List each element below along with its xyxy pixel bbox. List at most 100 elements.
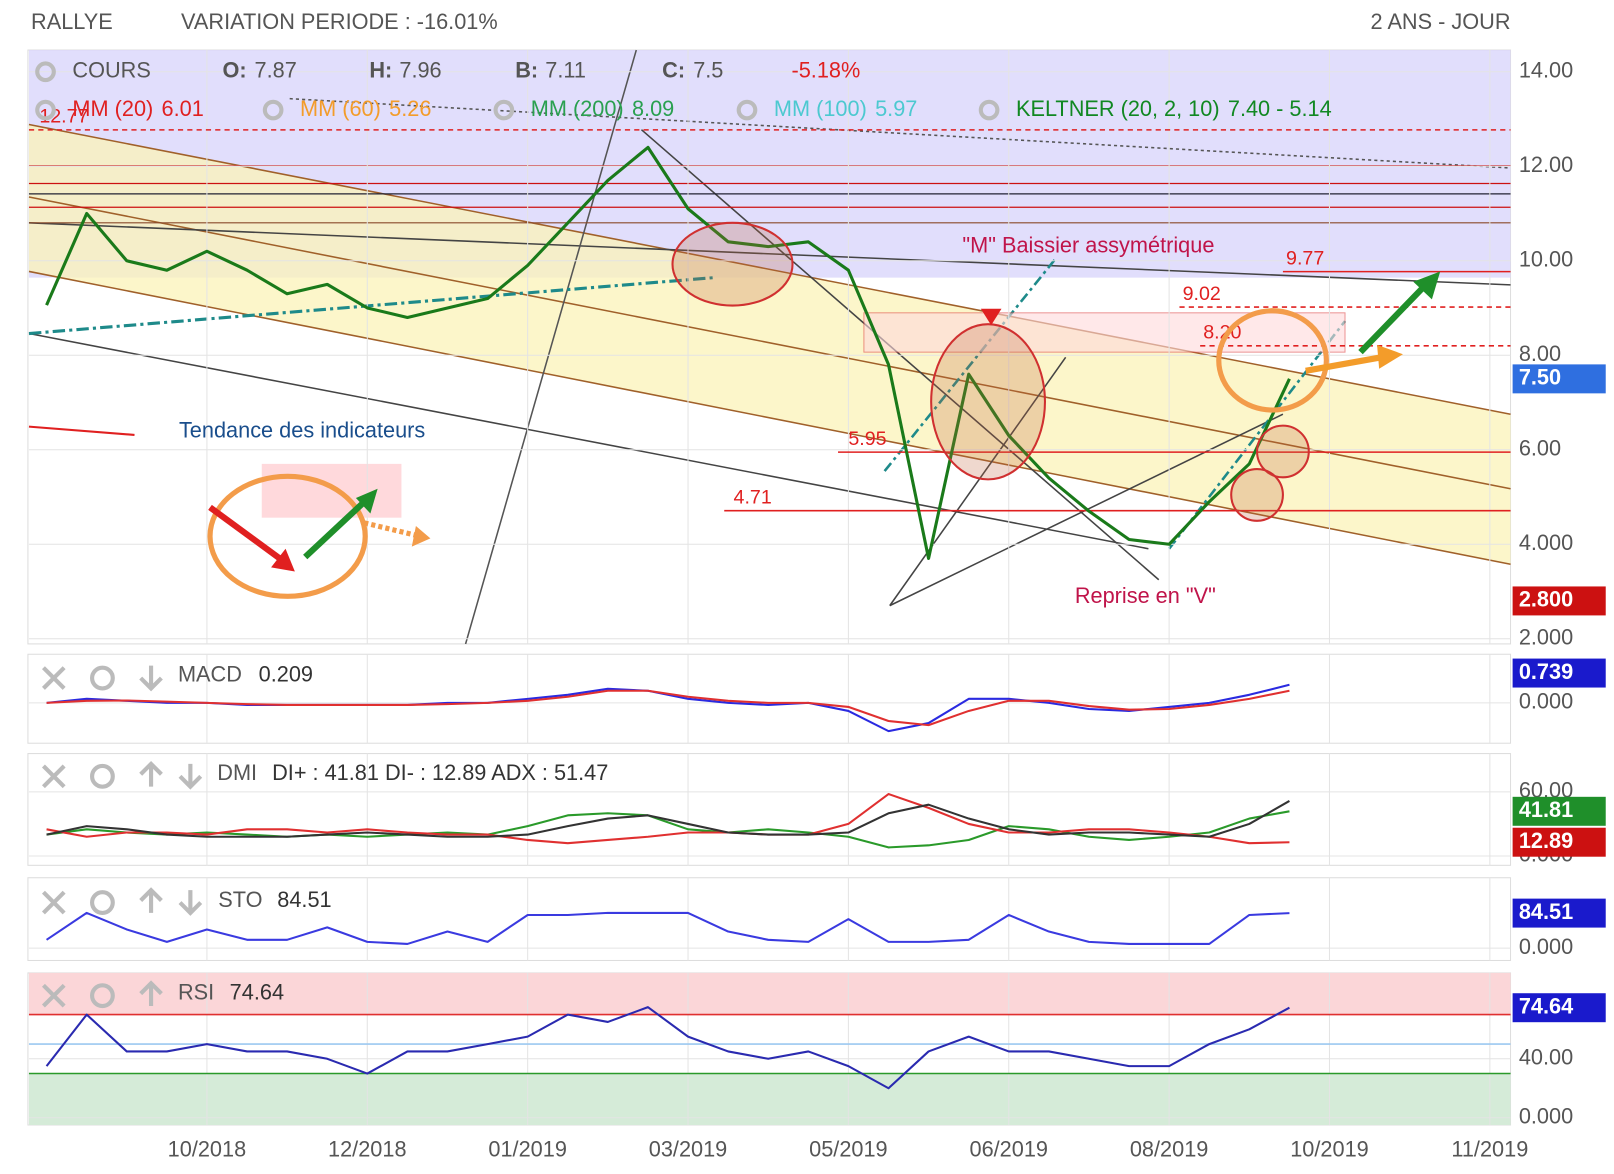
panel-title: DMI [217,760,257,785]
gear-icon[interactable] [90,665,115,691]
symbol: RALLYE [31,9,113,34]
data-layer: 14.00 12.00 10.00 8.00 6.00 4.000 2.000 12.77 9.… [28,50,1606,1162]
arrow-head [1377,344,1403,369]
gear-icon[interactable] [35,61,56,83]
arrow [1358,285,1425,355]
trend-line [28,276,715,336]
indicator-value: 6.01 [162,96,204,121]
ohlc-key: C: [662,57,685,82]
indicator-name: KELTNER (20, 2, 10) [1016,96,1220,121]
indicator-value: 7.40 - 5.14 [1228,96,1332,121]
highlight [1256,424,1310,479]
y-tick-label: 4.000 [1519,530,1573,555]
up-icon[interactable] [139,760,163,787]
x-tick-label: 08/2019 [1130,1137,1209,1162]
dmi-panel [27,753,1512,866]
legend-zone [261,463,402,518]
x-tick-label: 11/2019 [1451,1137,1528,1162]
panel-value: 74.64 [230,979,284,1004]
y-tick-label: 6.00 [1519,435,1561,460]
close-icon[interactable] [41,983,66,1008]
change: -5.18% [791,57,860,82]
y-tick-label: 0.000 [1519,934,1573,959]
y-tick-label: 14.00 [1519,57,1573,82]
sto-header: STO 84.51 [41,887,332,916]
value-badge-label: 12.89 [1519,828,1573,853]
arrow [208,504,290,567]
gear-icon[interactable] [978,99,1000,121]
gear-icon[interactable] [736,99,758,121]
legend-line [28,425,135,436]
macd-header: MACD 0.209 [41,662,313,692]
legend-label: COURS [72,57,150,82]
ohlc-value: 7.11 [545,57,586,82]
panel-title: MACD [178,662,242,687]
value-badge [1512,827,1606,857]
annotation: Reprise en "V" [1075,583,1216,608]
gear-icon[interactable] [90,890,115,915]
x-tick-label: 03/2019 [649,1137,728,1162]
ohlc-value: 7.87 [255,57,297,82]
value-badge-label: 2.800 [1519,587,1573,612]
arrow [303,496,370,560]
annotation: Tendance des indicateurs [179,418,425,443]
highlight [1230,468,1284,522]
x-tick-label: 01/2019 [488,1137,567,1162]
series-line [46,800,1290,838]
gear-icon[interactable] [262,99,284,121]
panel-value: 0.209 [259,662,313,687]
level-label: 5.95 [848,428,886,450]
value-badge-label: 0.739 [1519,659,1573,684]
up-icon[interactable] [139,887,163,913]
close-icon[interactable] [41,890,66,915]
series-line [46,810,1290,849]
indicator-value: 8.09 [632,96,674,121]
channel-line [28,123,1511,415]
highlight [671,221,794,307]
close-icon[interactable] [41,666,66,690]
level-label: 12.77 [39,106,88,128]
trend-line [464,49,638,645]
gear-icon[interactable] [90,983,115,1009]
rsi-header: RSI 74.64 [41,979,284,1009]
x-tick-label: 10/2019 [1290,1137,1369,1162]
indicator-value: 5.26 [389,96,431,121]
y-tick-label: 0.000 [1519,689,1573,714]
value-badge-label: 7.50 [1519,365,1561,390]
x-tick-label: 05/2019 [809,1137,888,1162]
indicator-name: MM (20) [72,96,153,121]
value-badge [1512,658,1606,688]
gear-icon[interactable] [35,99,56,121]
y-tick-label: 10.00 [1519,246,1573,271]
up-icon[interactable] [139,980,163,1007]
value-badge-label: 41.81 [1519,797,1573,822]
legend-circle [207,473,368,599]
gear-icon[interactable] [493,99,515,121]
y-tick-label: 0.000 [1519,1103,1573,1128]
down-icon[interactable] [178,890,203,916]
series-line [45,911,1290,945]
series-line [46,792,1290,845]
variation: VARIATION PERIODE : -16.01% [181,9,498,34]
y-tick-label: 40.00 [1519,1045,1573,1070]
down-icon[interactable] [178,763,203,790]
x-tick-label: 12/2018 [328,1137,407,1162]
value-badge [1512,796,1606,826]
channel-line [28,196,1511,490]
down-icon[interactable] [139,665,163,692]
x-tick-label: 06/2019 [969,1137,1048,1162]
arrow-head [1413,271,1441,300]
level-label: 4.71 [734,486,772,508]
panel-title: STO [218,887,262,912]
indicator-name: MM (200) [531,96,624,121]
gear-icon[interactable] [90,763,115,789]
sto-panel [27,877,1512,962]
channel-line [28,270,1511,565]
close-icon[interactable] [41,764,66,789]
arrow-head [980,308,1002,326]
arrow [363,520,417,538]
series-line [46,689,1290,727]
ohlc-key: B: [515,57,538,82]
arrow [1305,354,1382,374]
